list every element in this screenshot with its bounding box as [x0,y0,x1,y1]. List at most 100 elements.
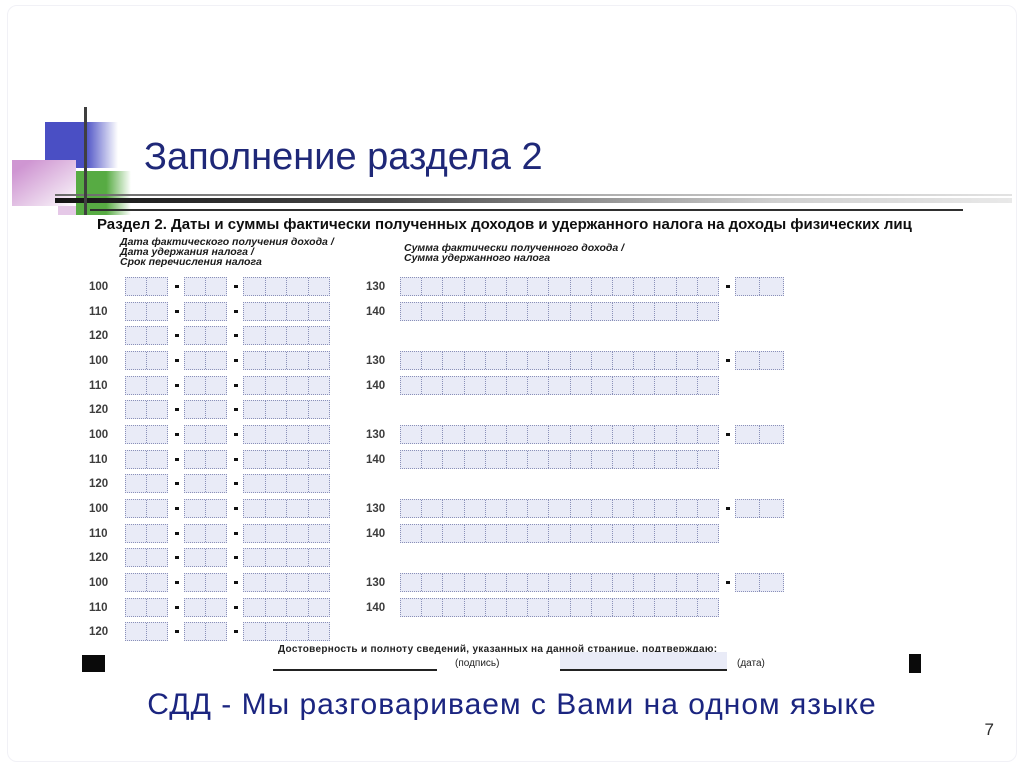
field-cell [527,574,548,591]
field-cell [590,377,612,394]
field-cell [506,599,527,616]
field-cell [244,377,265,394]
dot-separator [175,285,179,288]
field-cell [506,352,527,369]
field-cell [286,599,308,616]
date-day-box [125,326,168,345]
field-cell [205,451,226,468]
field-cell [569,278,591,295]
field-cell [421,303,442,320]
field-cell [286,549,308,566]
dot-separator [175,408,179,411]
field-cell [205,475,226,492]
row-label-130: 130 [366,281,386,293]
date-month-box [184,400,227,419]
field-cell [244,623,265,640]
date-month-box [184,351,227,370]
date-year-box [243,499,330,518]
field-cell [527,377,548,394]
dot-separator [175,384,179,387]
row-label-110: 110 [89,602,108,614]
field-cell [696,525,718,542]
field-cell [126,426,146,443]
row-label-140: 140 [366,380,386,392]
field-cell [146,327,167,344]
dot-separator [175,433,179,436]
field-cell [286,401,308,418]
field-cell [421,426,442,443]
field-cell [421,278,442,295]
dot-separator [175,310,179,313]
field-cell [442,500,463,517]
row-label-100: 100 [89,355,109,367]
date-day-box [125,548,168,567]
field-cell [146,377,167,394]
field-cell [286,426,308,443]
field-cell [146,303,167,320]
field-cell [421,451,442,468]
field-cell [654,377,675,394]
field-cell [633,303,654,320]
date-month-box [184,277,227,296]
date-month-box [184,499,227,518]
field-cell [736,426,759,443]
field-cell [675,352,697,369]
field-cell [506,426,527,443]
field-cell [185,401,205,418]
field-cell [654,426,675,443]
sum-rubles-box [400,277,719,296]
date-day-box [125,450,168,469]
field-cell [126,599,146,616]
field-cell [205,426,226,443]
date-year-box [243,351,330,370]
field-cell [126,278,146,295]
date-day-box [125,351,168,370]
row-label-140: 140 [366,454,386,466]
field-cell [696,426,718,443]
field-cell [463,426,485,443]
dot-separator [175,630,179,633]
date-day-box [125,474,168,493]
field-cell [146,401,167,418]
row-label-100: 100 [89,577,109,589]
form-right-column-header: Сумма фактически полученного дохода / Су… [404,243,624,264]
date-month-box [184,376,227,395]
field-cell [421,525,442,542]
field-cell [548,451,569,468]
field-cell [612,525,633,542]
field-cell [675,451,697,468]
field-cell [484,352,506,369]
date-year-box [243,326,330,345]
field-cell [244,500,265,517]
date-year-box [243,302,330,321]
left-header-line-3: Срок перечисления налога [120,256,262,268]
field-cell [442,278,463,295]
field-cell [401,525,421,542]
field-cell [654,278,675,295]
field-cell [401,352,421,369]
field-cell [401,574,421,591]
field-cell [401,451,421,468]
date-month-box [184,425,227,444]
row-label-120: 120 [89,552,109,564]
dot-separator [175,359,179,362]
field-cell [307,278,330,295]
registration-mark-left [82,655,105,672]
field-cell [633,426,654,443]
field-cell [463,278,485,295]
field-cell [759,574,783,591]
field-cell [654,451,675,468]
field-cell [307,599,330,616]
field-cell [590,599,612,616]
field-cell [612,426,633,443]
page-number: 7 [984,720,994,739]
field-cell [548,599,569,616]
date-year-box [243,277,330,296]
sum-rubles-box [400,376,719,395]
field-cell [421,377,442,394]
field-cell [569,574,591,591]
field-cell [442,303,463,320]
field-cell [506,303,527,320]
field-cell [569,500,591,517]
